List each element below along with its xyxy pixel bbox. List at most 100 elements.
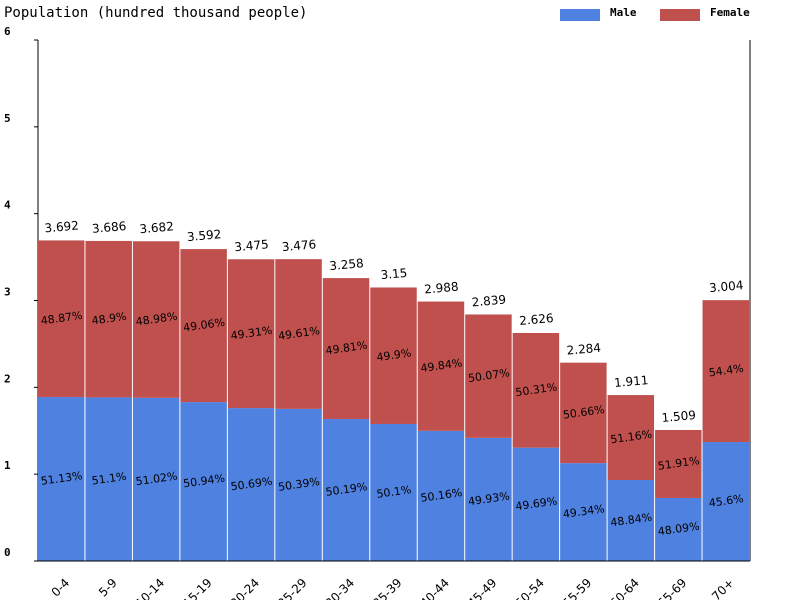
bar-segment bbox=[417, 430, 465, 561]
segment-label: 49.69% bbox=[515, 494, 558, 513]
bar-segment bbox=[702, 300, 749, 443]
legend-swatch bbox=[560, 9, 600, 21]
x-tick-label: 55-59 bbox=[560, 576, 595, 600]
total-label: 2.626 bbox=[519, 311, 554, 328]
segment-label: 49.31% bbox=[230, 324, 273, 343]
segment-label: 51.16% bbox=[610, 428, 653, 447]
bar-segment bbox=[512, 332, 560, 448]
x-tick-label: 15-19 bbox=[180, 576, 215, 600]
segment-label: 51.1% bbox=[91, 470, 127, 488]
y-tick-label: 4 bbox=[4, 199, 11, 212]
bar-segment bbox=[275, 408, 322, 561]
bar-segment bbox=[227, 259, 275, 409]
segment-label: 49.81% bbox=[325, 339, 368, 358]
bar-segment bbox=[370, 423, 417, 561]
bar-segment bbox=[180, 249, 227, 403]
segment-label: 51.91% bbox=[657, 454, 700, 473]
total-label: 1.911 bbox=[614, 373, 649, 390]
bar-segment bbox=[560, 362, 607, 464]
y-tick-label: 1 bbox=[4, 459, 11, 472]
segment-label: 48.98% bbox=[135, 310, 178, 329]
x-tick-label: 35-39 bbox=[370, 576, 405, 600]
segment-label: 51.13% bbox=[40, 469, 83, 488]
chart-title: Population (hundred thousand people) bbox=[4, 5, 307, 21]
x-tick-label: 65-69 bbox=[655, 576, 690, 600]
total-label: 1.509 bbox=[661, 408, 696, 425]
total-label: 3.686 bbox=[91, 219, 126, 236]
segment-label: 51.02% bbox=[135, 470, 178, 489]
segment-label: 49.93% bbox=[467, 490, 510, 509]
y-tick-label: 5 bbox=[4, 112, 11, 125]
bar-segment bbox=[655, 497, 702, 561]
bar-segment bbox=[702, 442, 749, 561]
x-tick-label: 40-44 bbox=[418, 576, 453, 600]
x-tick-label: 10-14 bbox=[133, 576, 168, 600]
segment-label: 50.31% bbox=[515, 380, 558, 399]
total-label: 3.682 bbox=[139, 219, 174, 236]
total-label: 2.839 bbox=[471, 293, 506, 310]
total-label: 2.284 bbox=[566, 341, 601, 358]
total-label: 3.592 bbox=[186, 227, 221, 244]
bar-segment bbox=[180, 402, 227, 561]
x-tick-label: 20-24 bbox=[228, 576, 263, 600]
segment-label: 48.9% bbox=[91, 310, 127, 328]
y-tick-label: 6 bbox=[4, 25, 11, 38]
total-label: 3.475 bbox=[234, 237, 269, 254]
segment-label: 49.9% bbox=[376, 346, 412, 364]
segment-label: 50.16% bbox=[420, 486, 463, 505]
x-tick-label: 30-34 bbox=[323, 576, 358, 600]
legend-label: Female bbox=[710, 6, 750, 19]
total-label: 3.15 bbox=[380, 266, 408, 282]
bar-segment bbox=[607, 479, 655, 561]
x-tick-label: 60-64 bbox=[607, 576, 642, 600]
segment-label: 50.1% bbox=[376, 483, 412, 501]
total-label: 3.692 bbox=[44, 218, 79, 235]
segment-label: 50.19% bbox=[325, 480, 368, 499]
segment-label: 50.94% bbox=[182, 472, 225, 491]
bar-segment bbox=[85, 397, 132, 561]
x-tick-label: 45-49 bbox=[465, 576, 500, 600]
bar-segment bbox=[132, 397, 180, 561]
y-tick-label: 3 bbox=[4, 286, 11, 299]
bar-segment bbox=[465, 314, 512, 438]
total-label: 3.476 bbox=[281, 237, 316, 254]
segment-label: 50.39% bbox=[277, 475, 320, 494]
segment-label: 45.6% bbox=[708, 492, 744, 510]
segment-label: 48.87% bbox=[40, 309, 83, 328]
x-tick-label: 70+ bbox=[709, 576, 737, 600]
bar-segment bbox=[38, 397, 85, 561]
y-tick-label: 0 bbox=[4, 546, 11, 559]
bar-segment bbox=[85, 240, 132, 398]
bar-segment bbox=[227, 408, 275, 561]
bar-segment bbox=[607, 395, 655, 480]
bar-segment bbox=[512, 447, 560, 561]
x-tick-label: 5-9 bbox=[96, 576, 120, 600]
legend-label: Male bbox=[610, 6, 637, 19]
segment-label: 49.61% bbox=[277, 324, 320, 343]
segment-label: 49.34% bbox=[562, 502, 605, 521]
segment-label: 48.09% bbox=[657, 520, 700, 539]
bar-segment bbox=[417, 301, 465, 431]
bar-segment bbox=[38, 240, 85, 398]
segment-label: 50.07% bbox=[467, 366, 510, 385]
segment-label: 49.84% bbox=[420, 356, 463, 375]
total-label: 2.988 bbox=[424, 280, 459, 297]
x-tick-label: 50-54 bbox=[512, 576, 547, 600]
y-tick-label: 2 bbox=[4, 372, 11, 385]
bar-segment bbox=[560, 463, 607, 561]
x-tick-label: 0-4 bbox=[49, 576, 73, 600]
segment-label: 50.69% bbox=[230, 475, 273, 494]
segment-label: 48.84% bbox=[610, 511, 653, 530]
bar-segment bbox=[655, 429, 702, 498]
segment-label: 49.06% bbox=[182, 316, 225, 335]
x-tick-label: 25-29 bbox=[275, 576, 310, 600]
segment-label: 50.66% bbox=[562, 403, 605, 422]
legend-swatch bbox=[660, 9, 700, 21]
bar-segment bbox=[465, 437, 512, 561]
segment-label: 54.4% bbox=[708, 362, 744, 380]
total-label: 3.004 bbox=[708, 278, 743, 295]
bar-segment bbox=[370, 287, 417, 424]
bar-segment bbox=[322, 278, 370, 420]
total-label: 3.258 bbox=[329, 256, 364, 273]
